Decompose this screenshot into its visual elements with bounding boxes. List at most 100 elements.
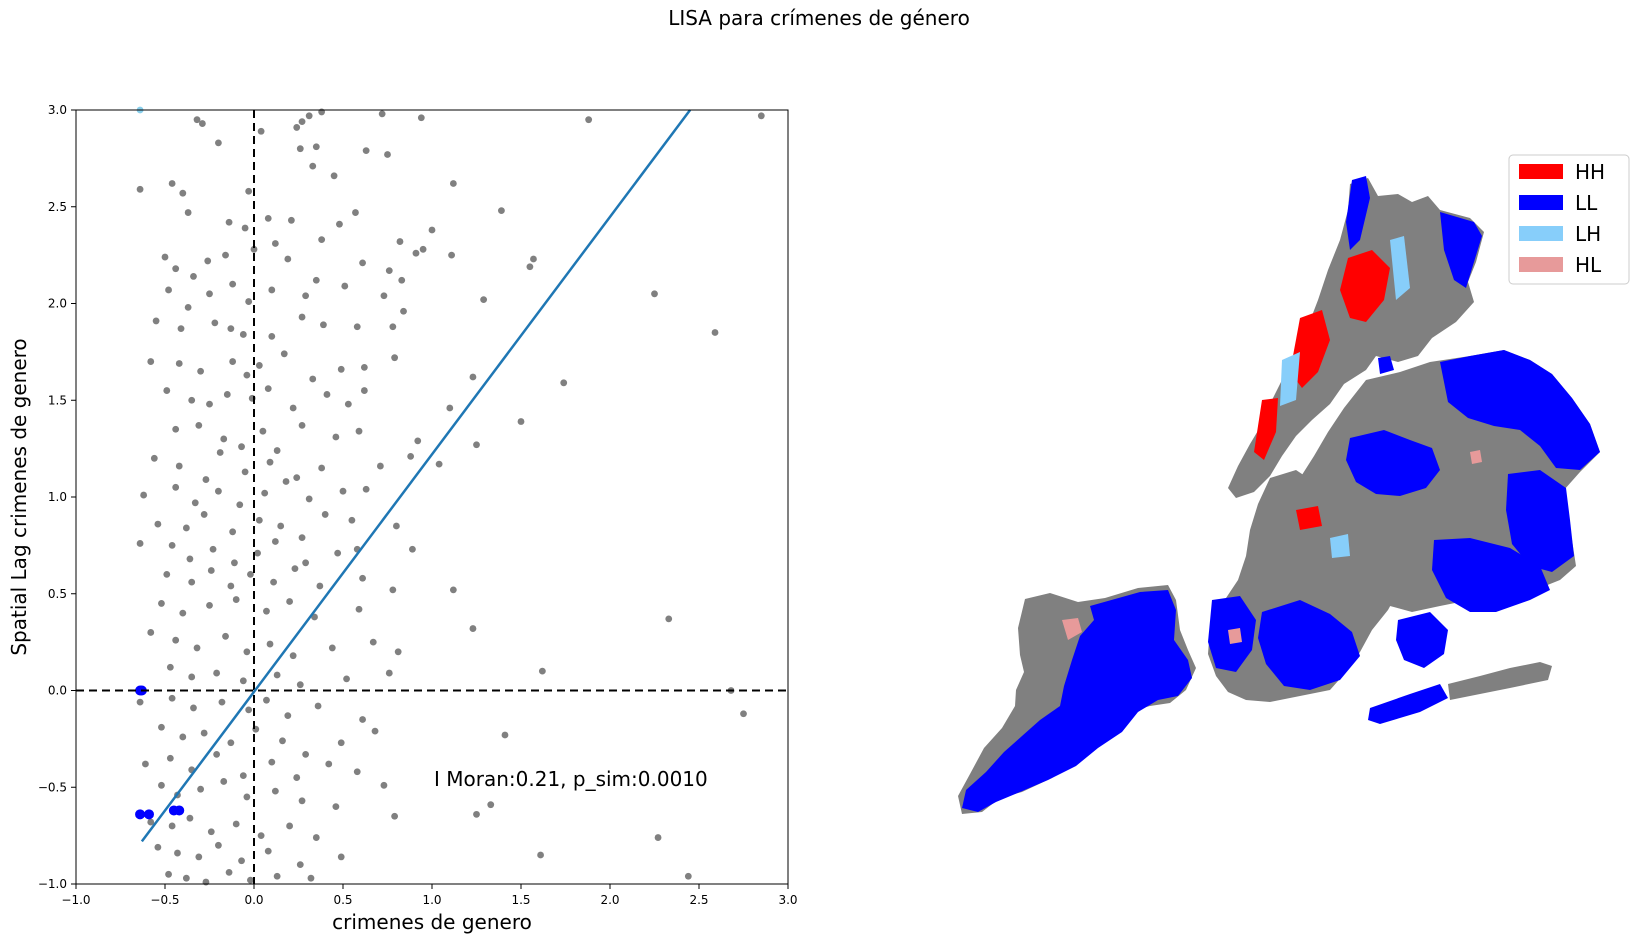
scatter-point [355, 605, 363, 613]
reference-lines [76, 110, 788, 884]
scatter-point [188, 673, 196, 681]
scatter-point [318, 464, 326, 472]
x-axis-label: crimenes de genero [332, 910, 532, 934]
y-tick-label: 2.5 [48, 200, 67, 214]
scatter-point [231, 559, 238, 567]
scatter-point [376, 462, 384, 470]
scatter-point [446, 404, 454, 412]
scatter-point [172, 483, 180, 491]
scatter-point [195, 853, 203, 861]
scatter-point [147, 818, 155, 826]
scatter-point [179, 189, 187, 197]
scatter-point [371, 727, 379, 735]
scatter-point [449, 586, 457, 594]
scatter-point [651, 290, 658, 298]
scatter-point [243, 793, 251, 801]
scatter-point [158, 723, 165, 731]
scatter-point [309, 375, 317, 383]
scatter-point [384, 151, 391, 158]
y-tick-label: 0.0 [48, 684, 67, 698]
scatter-point [268, 332, 276, 340]
y-tick-label: 0.5 [48, 587, 67, 601]
scatter-point [263, 607, 270, 615]
scatter-point [188, 578, 196, 586]
x-tick-label: −0.5 [150, 893, 179, 907]
scatter-point [537, 851, 544, 859]
scatter-point [289, 652, 297, 660]
y-axis-ticks: −1.0 −0.5 0.0 0.5 1.0 1.5 2.0 2.5 3.0 [38, 103, 76, 891]
scatter-point [239, 772, 247, 780]
scatter-point [289, 404, 297, 412]
brooklyn-hh [1296, 506, 1322, 530]
x-axis-ticks: −1.0 −0.5 0.0 0.5 1.0 1.5 2.0 2.5 3.0 [61, 884, 798, 907]
scatter-point [245, 298, 253, 305]
scatter-point [243, 371, 251, 379]
scatter-point [273, 671, 281, 679]
scatter-point [337, 365, 345, 373]
queens-hl [1470, 450, 1482, 464]
scatter-point [332, 803, 340, 810]
scatter-point [174, 805, 185, 816]
scatter-point [330, 172, 338, 180]
map-regions [958, 176, 1600, 814]
scatter-point [355, 427, 363, 435]
scatter-point [172, 265, 180, 273]
scatter-point [225, 218, 233, 226]
scatter-point [264, 385, 272, 393]
scatter-point [473, 441, 480, 449]
legend-box [1508, 154, 1630, 285]
brooklyn-lh [1330, 534, 1350, 558]
scatter-point [412, 249, 420, 257]
x-tick-label: 0.0 [244, 893, 263, 907]
scatter-point [227, 325, 235, 333]
scatter-point [147, 629, 155, 636]
scatter-point [287, 216, 295, 224]
scatter-point [158, 600, 165, 607]
scatter-point [498, 207, 505, 215]
scatter-point [254, 549, 261, 557]
scatter-point [307, 874, 315, 882]
figure-title: LISA para crímenes de género [668, 6, 970, 30]
scatter-point [143, 809, 154, 820]
scatter-point [277, 522, 285, 530]
scatter-point [665, 615, 673, 623]
scatter-point [206, 290, 213, 298]
scatter-point [174, 849, 181, 857]
scatter-point [191, 499, 199, 507]
scatter-point [213, 750, 221, 758]
scatter-point [142, 760, 149, 768]
scatter-point [305, 112, 313, 120]
scatter-point [585, 116, 593, 124]
legend-label-lh: LH [1575, 222, 1601, 246]
scatter-point [359, 259, 366, 267]
scatter-point [344, 400, 352, 408]
scatter-point [215, 841, 222, 849]
scatter-point [255, 516, 263, 524]
staten-island-hl [1062, 618, 1082, 640]
scatter-point [179, 609, 187, 617]
scatter-point [264, 214, 272, 222]
queens-ll-south [1432, 538, 1550, 612]
scatter-point [136, 698, 144, 706]
scatter-point [207, 567, 215, 574]
jamaica-bay-ll [1396, 612, 1448, 668]
scatter-point [182, 524, 190, 532]
scatter-point [163, 571, 171, 578]
scatter-point [268, 286, 276, 294]
x-tick-label: 1.0 [422, 893, 441, 907]
scatter-point [296, 145, 304, 153]
scatter-point [241, 224, 249, 232]
legend-swatch-hl [1519, 257, 1563, 272]
y-tick-label: 1.5 [48, 393, 67, 407]
scatter-point [448, 251, 455, 259]
scatter-point [266, 640, 274, 648]
legend-swatch-lh [1519, 226, 1563, 241]
scatter-point [229, 528, 237, 536]
scatter-point [168, 822, 176, 830]
scatter-point [360, 363, 368, 371]
queens-ll-center [1346, 430, 1440, 496]
scatter-point [312, 143, 320, 151]
scatter-point [396, 238, 404, 245]
scatter-point [213, 669, 221, 677]
scatter-point [202, 476, 210, 483]
